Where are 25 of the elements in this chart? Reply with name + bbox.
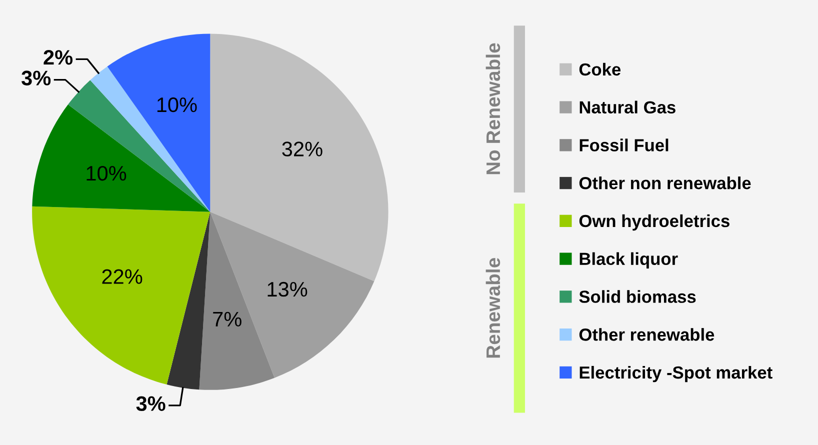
data-label: 3% bbox=[136, 396, 166, 412]
data-label: 22% bbox=[102, 269, 142, 284]
pie-slice bbox=[210, 212, 374, 378]
legend-label: Fossil Fuel bbox=[580, 138, 668, 152]
legend-label: Black liquor bbox=[580, 252, 678, 268]
legend-label: Solid biomass bbox=[579, 290, 696, 303]
data-label: 10% bbox=[86, 166, 126, 181]
pie-slice bbox=[166, 212, 210, 390]
legend-label: Coke bbox=[579, 62, 621, 76]
legend-label: Other non renewable bbox=[579, 176, 751, 190]
data-label: 3% bbox=[22, 70, 51, 86]
data-label: 7% bbox=[213, 312, 242, 326]
pie-slice bbox=[68, 80, 210, 212]
pie-slice bbox=[210, 34, 388, 282]
legend-label: Own hydroeletrics bbox=[579, 214, 730, 231]
pie-slice bbox=[32, 206, 210, 385]
text: Renewable bbox=[486, 258, 500, 358]
legend-label: Other renewable bbox=[579, 328, 714, 341]
data-label: 10% bbox=[157, 97, 197, 112]
legend-label: Electricity -Spot market bbox=[580, 366, 772, 382]
legend-label: Natural Gas bbox=[580, 100, 676, 114]
text: No Renewable bbox=[486, 43, 500, 174]
data-label: 2% bbox=[44, 50, 73, 65]
data-label: 32% bbox=[282, 142, 322, 156]
data-label: 13% bbox=[268, 282, 308, 297]
